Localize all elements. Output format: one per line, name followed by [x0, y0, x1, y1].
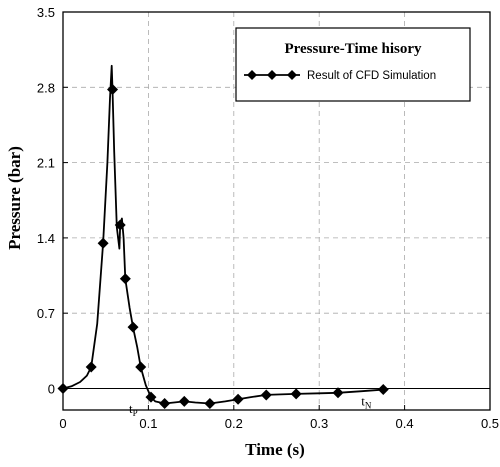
- data-point-marker: [114, 219, 126, 231]
- data-point-marker: [107, 83, 119, 95]
- x-tick-label: 0.4: [396, 416, 414, 431]
- data-point-marker: [159, 398, 171, 410]
- data-point-marker: [290, 388, 302, 400]
- data-point-marker: [204, 398, 216, 410]
- x-tick-label: 0.2: [225, 416, 243, 431]
- y-tick-label: 0: [48, 381, 55, 396]
- data-point-marker: [178, 395, 190, 407]
- y-axis-title: Pressure (bar): [5, 146, 24, 250]
- y-tick-label: 3.5: [37, 5, 55, 20]
- data-point-marker: [135, 361, 147, 373]
- data-point-marker: [332, 387, 344, 399]
- annotation-label: tP: [129, 401, 138, 418]
- data-point-marker: [119, 273, 131, 285]
- data-point-marker: [260, 389, 272, 401]
- legend-marker-mid: [267, 70, 277, 80]
- y-tick-label: 1.4: [37, 231, 55, 246]
- legend-entry-label: Result of CFD Simulation: [307, 70, 436, 82]
- x-tick-label: 0.3: [310, 416, 328, 431]
- y-tick-label: 2.8: [37, 80, 55, 95]
- legend-marker-right: [287, 70, 297, 80]
- data-point-marker: [57, 382, 69, 394]
- y-tick-label: 2.1: [37, 156, 55, 171]
- data-point-marker: [377, 384, 389, 396]
- data-point-marker: [145, 391, 157, 403]
- annotations: tP tN: [129, 394, 372, 419]
- y-tick-label: 0.7: [37, 306, 55, 321]
- x-tick-label: 0: [59, 416, 66, 431]
- x-axis-title: Time (s): [245, 440, 305, 459]
- chart-title: Pressure-Time hisory: [284, 41, 422, 57]
- x-tick-label: 0.1: [139, 416, 157, 431]
- data-point-marker: [85, 361, 97, 373]
- x-tick-label: 0.5: [481, 416, 499, 431]
- axis-ticks: 0 0.1 0.2 0.3 0.4 0.5 0 0.7 1.4 2.1 2.8 3.5: [37, 5, 499, 431]
- data-point-marker: [232, 393, 244, 405]
- data-point-marker: [97, 237, 109, 249]
- legend: Pressure-Time hisory Result of CFD Simul…: [235, 27, 471, 102]
- plot-frame: [62, 11, 491, 411]
- data-point-marker: [127, 321, 139, 333]
- annotation-label: tN: [361, 394, 372, 411]
- legend-marker-left: [247, 70, 257, 80]
- legend-box: [235, 27, 471, 102]
- series-curve: [62, 64, 384, 405]
- series-markers: [57, 83, 389, 410]
